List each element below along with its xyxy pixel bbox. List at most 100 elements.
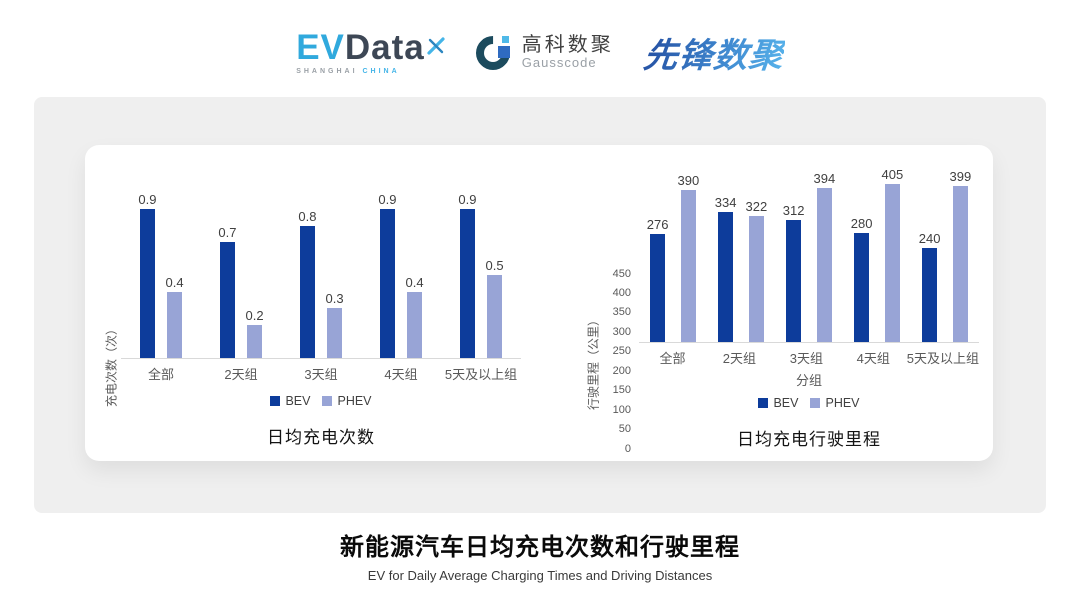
bar-value-label: 0.4 <box>165 274 184 290</box>
bar-value-label: 0.5 <box>485 258 504 273</box>
evdata-wordmark: EV Data <box>296 30 445 65</box>
evdata-logo: EV Data SHANGHAI CHINA <box>296 30 445 75</box>
y-axis-title: 充电次数（次） <box>104 322 119 408</box>
bar-bev <box>650 234 666 342</box>
y-tick-label: 400 <box>612 286 631 299</box>
bar-value-label: 334 <box>714 194 737 210</box>
bar-phev <box>167 291 183 358</box>
bar-phev <box>816 188 832 342</box>
header-logos: EV Data SHANGHAI CHINA 高科数聚 <box>0 20 1080 84</box>
figure-subtitle: EV for Daily Average Charging Times and … <box>367 568 713 583</box>
legend-label: PHEV <box>337 393 372 408</box>
bar-with-label: 0.9 <box>138 193 157 358</box>
legend-item-bev: BEV <box>270 394 310 408</box>
bar-value-label: 0.7 <box>218 225 237 240</box>
legend-item-bev: BEV <box>758 396 798 410</box>
bar-value-label: 0.8 <box>298 208 317 224</box>
bar-with-label: 0.8 <box>298 208 317 358</box>
bar-bev <box>459 209 475 358</box>
x-category-label: 3天组 <box>304 366 338 382</box>
x-category-label: 5天及以上组 <box>906 350 979 366</box>
bar-with-label: 0.4 <box>166 276 184 358</box>
x-axis-categories: 全部 2天组 3天组 4天组 5天及以上组 <box>639 348 979 367</box>
bar-phev <box>327 308 343 358</box>
x-category-label: 全部 <box>659 350 686 366</box>
pioneer-data-logo: 先锋数聚 <box>641 28 786 77</box>
x-category-label: 4天组 <box>384 366 418 382</box>
bar-group: 276 390 <box>639 174 707 342</box>
evdata-tagline-shanghai: SHANGHAI <box>296 67 358 75</box>
bar-bev <box>379 209 395 358</box>
bar-with-label: 276 <box>646 217 669 342</box>
chart-title: 日均充电行驶里程 <box>737 429 881 449</box>
chart-daily-charging-times: 充电次数（次） 0.9 0.4 0.7 0.2 0.8 0.3 0.9 0.4 0.9 0.5 全… <box>101 145 521 448</box>
y-tick-label: 50 <box>618 423 631 436</box>
bar-with-label: 322 <box>746 200 767 342</box>
x-category-label: 2天组 <box>722 350 757 366</box>
gausscode-cn-name: 高科数聚 <box>521 33 614 56</box>
bar-with-label: 0.3 <box>326 292 344 358</box>
bar-group: 240 399 <box>911 169 979 342</box>
x-category-label: 4天组 <box>856 350 890 366</box>
bar-bev <box>922 248 938 342</box>
y-tick-label: 200 <box>612 364 631 377</box>
y-tick-label: 150 <box>612 384 631 397</box>
y-tick-label: 450 <box>612 267 631 280</box>
chart-daily-driving-distance: 行驶里程（公里） 0 50 100 150 200 250 300 350 400 450 276… <box>583 145 979 454</box>
charts-inner-card: 充电次数（次） 0.9 0.4 0.7 0.2 0.8 0.3 0.9 0.4 0.9 0.5 全… <box>85 145 993 461</box>
y-axis-ticks: 0 50 100 150 200 250 300 350 400 450 <box>603 268 639 454</box>
x-category-label: 全部 <box>147 366 174 382</box>
legend-swatch <box>758 397 769 408</box>
y-tick-label: 0 <box>624 442 631 455</box>
legend-label: PHEV <box>825 395 860 410</box>
bar-with-label: 390 <box>677 172 700 342</box>
bar-with-label: 405 <box>881 167 904 342</box>
bar-value-label: 0.3 <box>325 291 344 306</box>
bar-with-label: 0.7 <box>218 225 237 358</box>
bar-value-label: 240 <box>918 231 941 247</box>
bar-with-label: 0.9 <box>378 193 397 358</box>
bar-phev <box>680 189 696 342</box>
bar-phev <box>748 216 764 342</box>
bar-value-label: 390 <box>677 172 700 188</box>
y-tick-label: 100 <box>612 403 631 416</box>
legend-swatch <box>322 395 333 406</box>
y-tick-label: 300 <box>612 325 631 338</box>
evdata-star-icon <box>427 26 445 61</box>
bar-phev <box>247 324 263 358</box>
figure-caption: 新能源汽车日均充电次数和行驶里程 EV for Daily Average Ch… <box>0 527 1080 583</box>
bar-group: 0.8 0.3 <box>281 210 361 358</box>
bar-group: 0.9 0.5 <box>441 193 521 358</box>
bar-with-label: 334 <box>715 196 737 342</box>
bar-group: 0.9 0.4 <box>361 193 441 358</box>
bar-bev <box>854 232 870 342</box>
bar-bev <box>299 225 315 358</box>
bar-bev <box>219 242 235 358</box>
bar-with-label: 240 <box>918 231 941 342</box>
bar-value-label: 399 <box>949 169 972 185</box>
bar-group: 312 394 <box>775 171 843 342</box>
y-tick-label: 350 <box>612 306 631 319</box>
legend-item-phev: PHEV <box>810 395 860 410</box>
bar-value-label: 312 <box>782 203 805 219</box>
bar-phev <box>952 186 968 342</box>
bar-value-label: 405 <box>881 167 904 182</box>
bar-value-label: 0.2 <box>245 307 264 323</box>
gausscode-g-icon <box>468 28 517 78</box>
evdata-data-text: Data <box>344 27 425 67</box>
bar-bev <box>139 209 155 358</box>
gausscode-wordmark: 高科数聚 Gausscode <box>522 34 614 70</box>
bar-value-label: 0.4 <box>405 274 424 290</box>
legend-label: BEV <box>773 395 799 410</box>
bar-value-label: 394 <box>813 171 836 187</box>
bar-bev <box>718 211 734 342</box>
gausscode-en-name: Gausscode <box>521 54 597 70</box>
bar-with-label: 0.4 <box>406 276 424 358</box>
chart-title: 日均充电次数 <box>267 427 375 447</box>
evdata-tagline: SHANGHAI CHINA <box>296 68 399 75</box>
bar-value-label: 276 <box>646 217 669 233</box>
figure-title: 新能源汽车日均充电次数和行驶里程 <box>340 534 740 561</box>
bar-group: 334 322 <box>707 196 775 342</box>
bar-with-label: 0.9 <box>458 193 477 358</box>
legend-swatch <box>810 397 821 408</box>
